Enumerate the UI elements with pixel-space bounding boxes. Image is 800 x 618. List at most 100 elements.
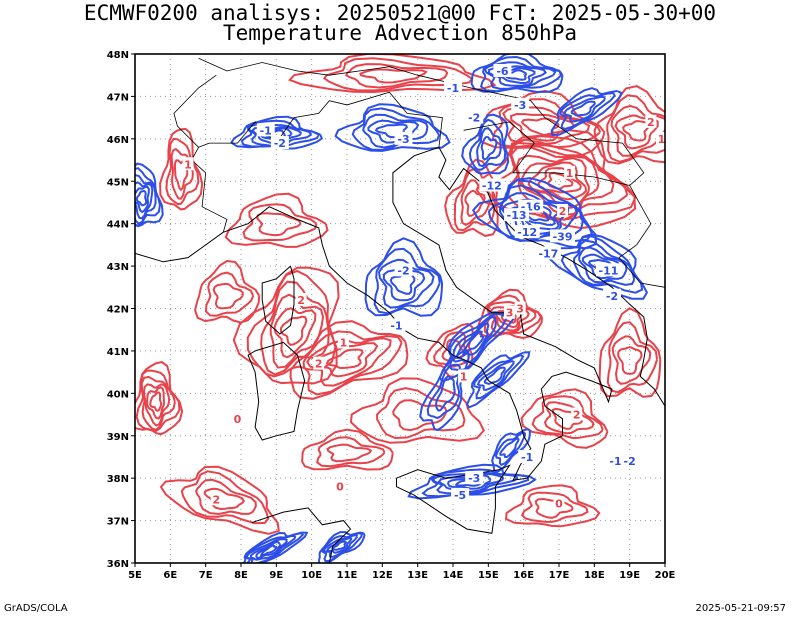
contour-line — [212, 282, 244, 310]
contour-line — [621, 120, 650, 142]
contour-line — [135, 189, 148, 207]
contour-line — [471, 177, 598, 250]
contour-line — [614, 114, 659, 150]
contour-line — [593, 85, 665, 165]
alpine-border — [198, 91, 443, 148]
contour-line — [255, 540, 282, 559]
contour-label: -12 — [517, 226, 537, 239]
contour-label: -2 — [468, 112, 480, 125]
contour-label: 1 — [340, 336, 348, 349]
contour-label-box — [535, 246, 561, 260]
contour-line — [606, 321, 658, 394]
contour-line — [407, 463, 537, 500]
contour-line — [444, 158, 499, 237]
contour-line — [240, 119, 320, 148]
contour-label-box — [270, 136, 289, 150]
lon-tick-label: 20E — [655, 570, 676, 581]
balkan-coastline — [438, 147, 665, 407]
contour-label: -2 — [606, 290, 618, 303]
lat-tick-label: 43N — [107, 262, 129, 273]
contour-line — [279, 315, 308, 346]
lat-tick-label: 38N — [107, 474, 129, 485]
contour-line — [480, 135, 498, 161]
contour-label: -13 — [507, 209, 527, 222]
contour-line — [326, 443, 373, 463]
contour-line — [249, 538, 289, 561]
africa-coastline — [251, 507, 352, 563]
lat-tick-label: 42N — [107, 305, 129, 316]
contour-line — [606, 94, 665, 163]
contour-line — [242, 203, 318, 242]
contour-line — [230, 115, 324, 150]
contour-line — [204, 271, 255, 317]
contour-line — [504, 484, 601, 528]
contour-line — [617, 346, 643, 375]
contour-label-box — [655, 131, 665, 145]
contour-line — [326, 537, 353, 554]
contour-label-box — [620, 454, 639, 468]
contour-line — [475, 129, 637, 230]
fr-it-border — [173, 74, 228, 233]
contour-label: 1 — [184, 158, 192, 171]
contour-line — [146, 386, 165, 420]
contour-line — [349, 377, 485, 444]
contour-line — [195, 478, 257, 516]
contour-line — [455, 322, 490, 360]
contour-line — [520, 117, 560, 137]
lat-tick-label: 41N — [107, 347, 129, 358]
contour-line — [531, 395, 604, 440]
contour-label: -6 — [496, 65, 509, 78]
contour-line — [563, 95, 606, 123]
contour-line — [256, 212, 302, 237]
contour-label: 2 — [647, 116, 655, 129]
contour-label-box — [557, 203, 569, 217]
contour-line — [243, 532, 305, 563]
contour-label: 2 — [559, 205, 567, 218]
contour-line — [527, 161, 588, 201]
lon-tick-label: 9E — [269, 570, 283, 581]
contour-label: -3 — [514, 99, 526, 112]
contour-line — [135, 185, 150, 214]
contour-label-box — [479, 178, 505, 192]
contour-label-box — [504, 208, 530, 222]
contour-label: -3 — [397, 133, 409, 146]
lon-tick-label: 7E — [199, 570, 213, 581]
contour-label-box — [444, 80, 462, 94]
contour-label-box — [550, 229, 576, 243]
contour-label: 2 — [297, 294, 305, 307]
lon-tick-label: 19E — [619, 570, 640, 581]
contour-label-box — [231, 411, 243, 425]
lon-tick-label: 16E — [513, 570, 534, 581]
contour-label-box — [553, 496, 565, 510]
lon-tick-label: 5E — [128, 570, 142, 581]
contour-label: -39 — [553, 230, 573, 243]
contour-line — [165, 137, 200, 206]
contour-line — [559, 92, 616, 130]
lon-tick-label: 11E — [337, 570, 358, 581]
contour-line — [468, 118, 507, 171]
contour-label-box — [606, 454, 625, 468]
contour-label: 1 — [566, 167, 574, 180]
contour-label-box — [514, 301, 526, 315]
contour-line — [203, 487, 246, 511]
contour-line — [301, 428, 394, 471]
lon-tick-label: 14E — [443, 570, 464, 581]
contour-line — [572, 239, 636, 286]
contour-line — [260, 280, 330, 376]
contour-line — [269, 293, 325, 369]
lon-tick-label: 17E — [549, 570, 570, 581]
contour-label: -2 — [624, 455, 636, 468]
contour-line — [373, 247, 441, 315]
sardinia-coastline — [247, 341, 306, 441]
map-title-line2: Temperature Advection 850hPa — [222, 21, 577, 45]
contour-line — [437, 472, 505, 493]
lon-tick-label: 10E — [301, 570, 322, 581]
lon-tick-label: 6E — [163, 570, 177, 581]
contour-line — [611, 335, 652, 385]
contour-line — [477, 89, 606, 157]
contour-line — [259, 544, 278, 557]
contour-line — [321, 532, 363, 563]
contour-line — [334, 103, 451, 152]
contour-line — [520, 491, 589, 523]
